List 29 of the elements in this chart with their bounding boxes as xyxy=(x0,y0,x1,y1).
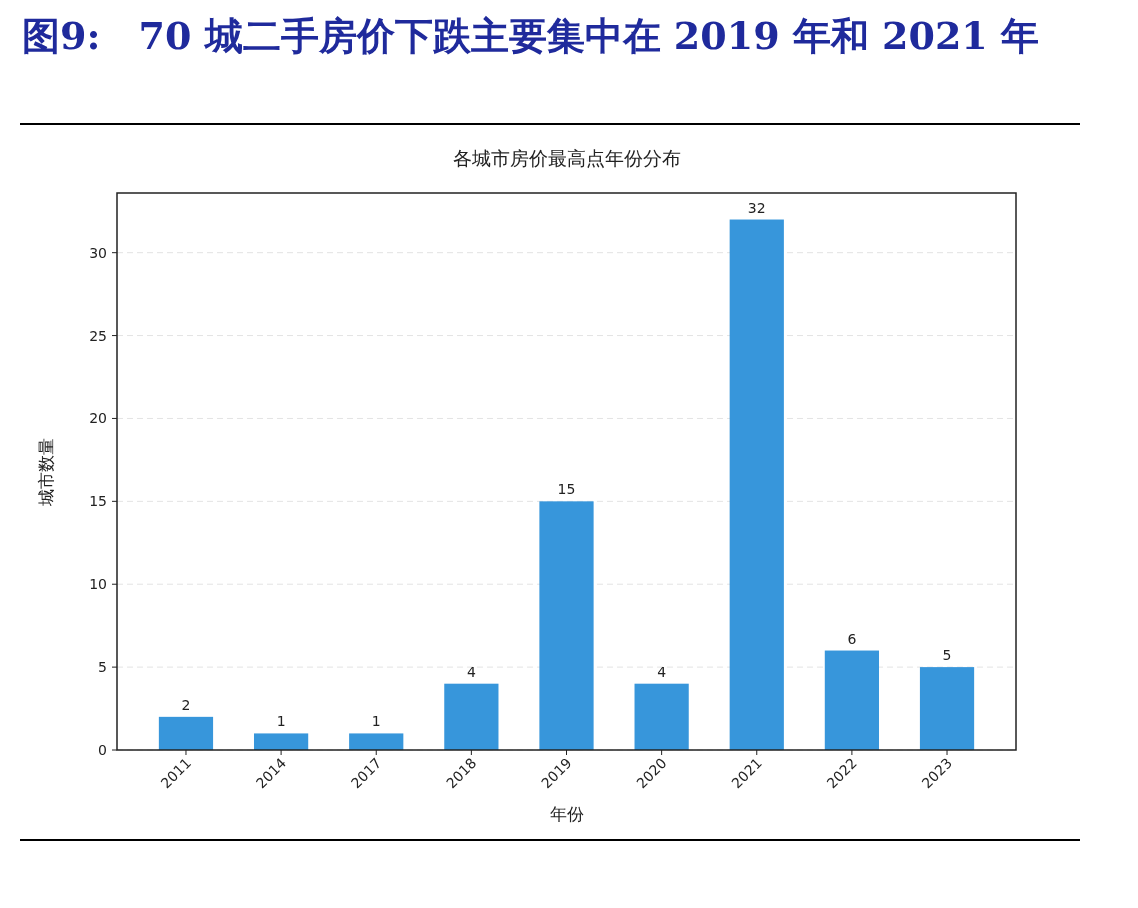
bar xyxy=(919,667,975,750)
bar xyxy=(634,683,689,750)
y-tick-label: 10 xyxy=(89,576,107,593)
data-label: 5 xyxy=(942,647,952,664)
bar xyxy=(349,733,404,750)
data-label: 1 xyxy=(276,713,286,730)
x-axis-title: 年份 xyxy=(549,804,584,824)
data-label: 4 xyxy=(466,663,476,680)
y-tick-label: 30 xyxy=(89,244,107,261)
y-tick-label: 20 xyxy=(89,410,107,427)
chart-title: 图9: 70 城二手房价下跌主要集中在 2019 年和 2021 年 xyxy=(22,12,1041,60)
bar xyxy=(158,716,214,750)
bar xyxy=(729,219,784,750)
data-label: 15 xyxy=(557,481,576,498)
bar xyxy=(444,683,499,750)
chart-subtitle: 各城市房价最高点年份分布 xyxy=(452,147,681,169)
bar xyxy=(253,733,309,750)
bar xyxy=(539,501,594,750)
data-label: 2 xyxy=(181,696,191,713)
y-tick-label: 25 xyxy=(89,327,107,344)
y-tick-label: 15 xyxy=(89,493,107,510)
y-axis-title: 城市数量 xyxy=(36,437,56,507)
data-label: 4 xyxy=(657,663,667,680)
data-label: 32 xyxy=(747,199,766,216)
data-label: 1 xyxy=(371,713,381,730)
y-tick-label: 0 xyxy=(98,742,107,758)
data-label: 6 xyxy=(847,630,857,647)
bar xyxy=(824,650,880,750)
y-tick-label: 5 xyxy=(98,659,107,676)
